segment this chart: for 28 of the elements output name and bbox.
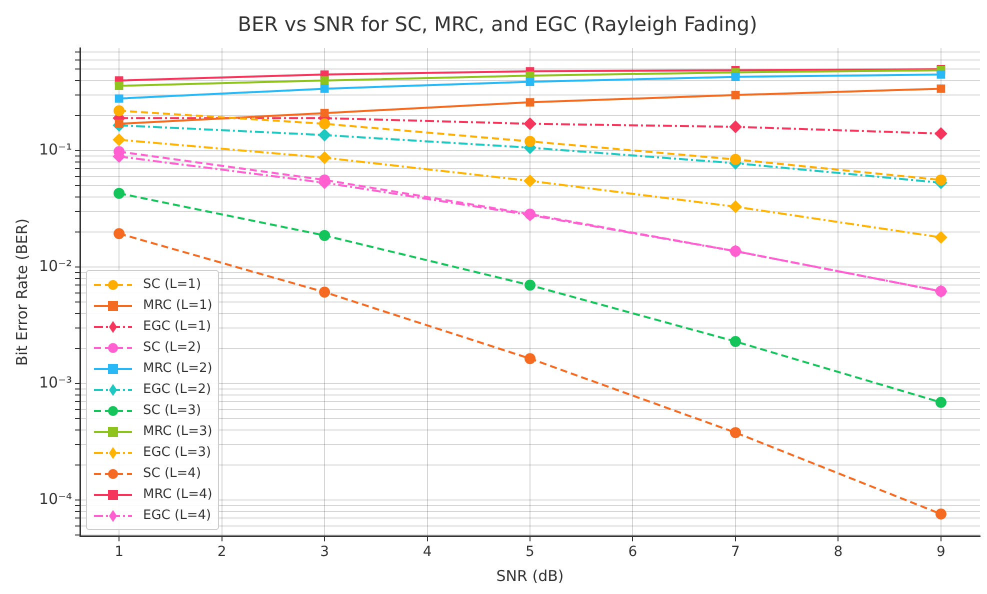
y-tick-label: 10⁻³ bbox=[38, 374, 72, 392]
legend-label: MRC (L=3) bbox=[143, 424, 212, 440]
x-tick-label: 4 bbox=[422, 544, 432, 560]
legend-label: SC (L=3) bbox=[143, 403, 202, 418]
x-tick-label: 3 bbox=[320, 544, 329, 560]
x-tick-label: 8 bbox=[834, 544, 843, 560]
chart-title: BER vs SNR for SC, MRC, and EGC (Rayleigh Fading) bbox=[238, 12, 758, 36]
x-tick-label: 7 bbox=[731, 544, 740, 560]
y-tick-label: 10⁻⁴ bbox=[38, 490, 72, 508]
x-tick-label: 2 bbox=[217, 544, 226, 560]
legend-label: SC (L=2) bbox=[143, 340, 202, 356]
legend-label: MRC (L=2) bbox=[143, 361, 212, 376]
y-tick-label: 10⁻¹ bbox=[38, 140, 72, 159]
x-tick-label: 5 bbox=[526, 544, 534, 560]
legend-label: EGC (L=4) bbox=[143, 508, 212, 524]
legend-label: SC (L=4) bbox=[143, 466, 202, 482]
x-axis-title: SNR (dB) bbox=[496, 566, 564, 585]
legend-label: MRC (L=4) bbox=[143, 487, 212, 502]
x-tick-label: 9 bbox=[936, 544, 946, 560]
x-tick-label: 1 bbox=[114, 544, 124, 560]
y-axis-title: Bit Error Rate (BER) bbox=[12, 218, 31, 366]
y-tick-label: 10⁻² bbox=[38, 257, 72, 275]
legend-label: MRC (L=1) bbox=[143, 298, 212, 314]
x-tick-label: 6 bbox=[628, 544, 638, 560]
legend-label: EGC (L=1) bbox=[143, 319, 212, 334]
legend-label: EGC (L=2) bbox=[143, 382, 212, 398]
legend-label: EGC (L=3) bbox=[143, 445, 212, 460]
legend-label: SC (L=1) bbox=[143, 277, 202, 292]
